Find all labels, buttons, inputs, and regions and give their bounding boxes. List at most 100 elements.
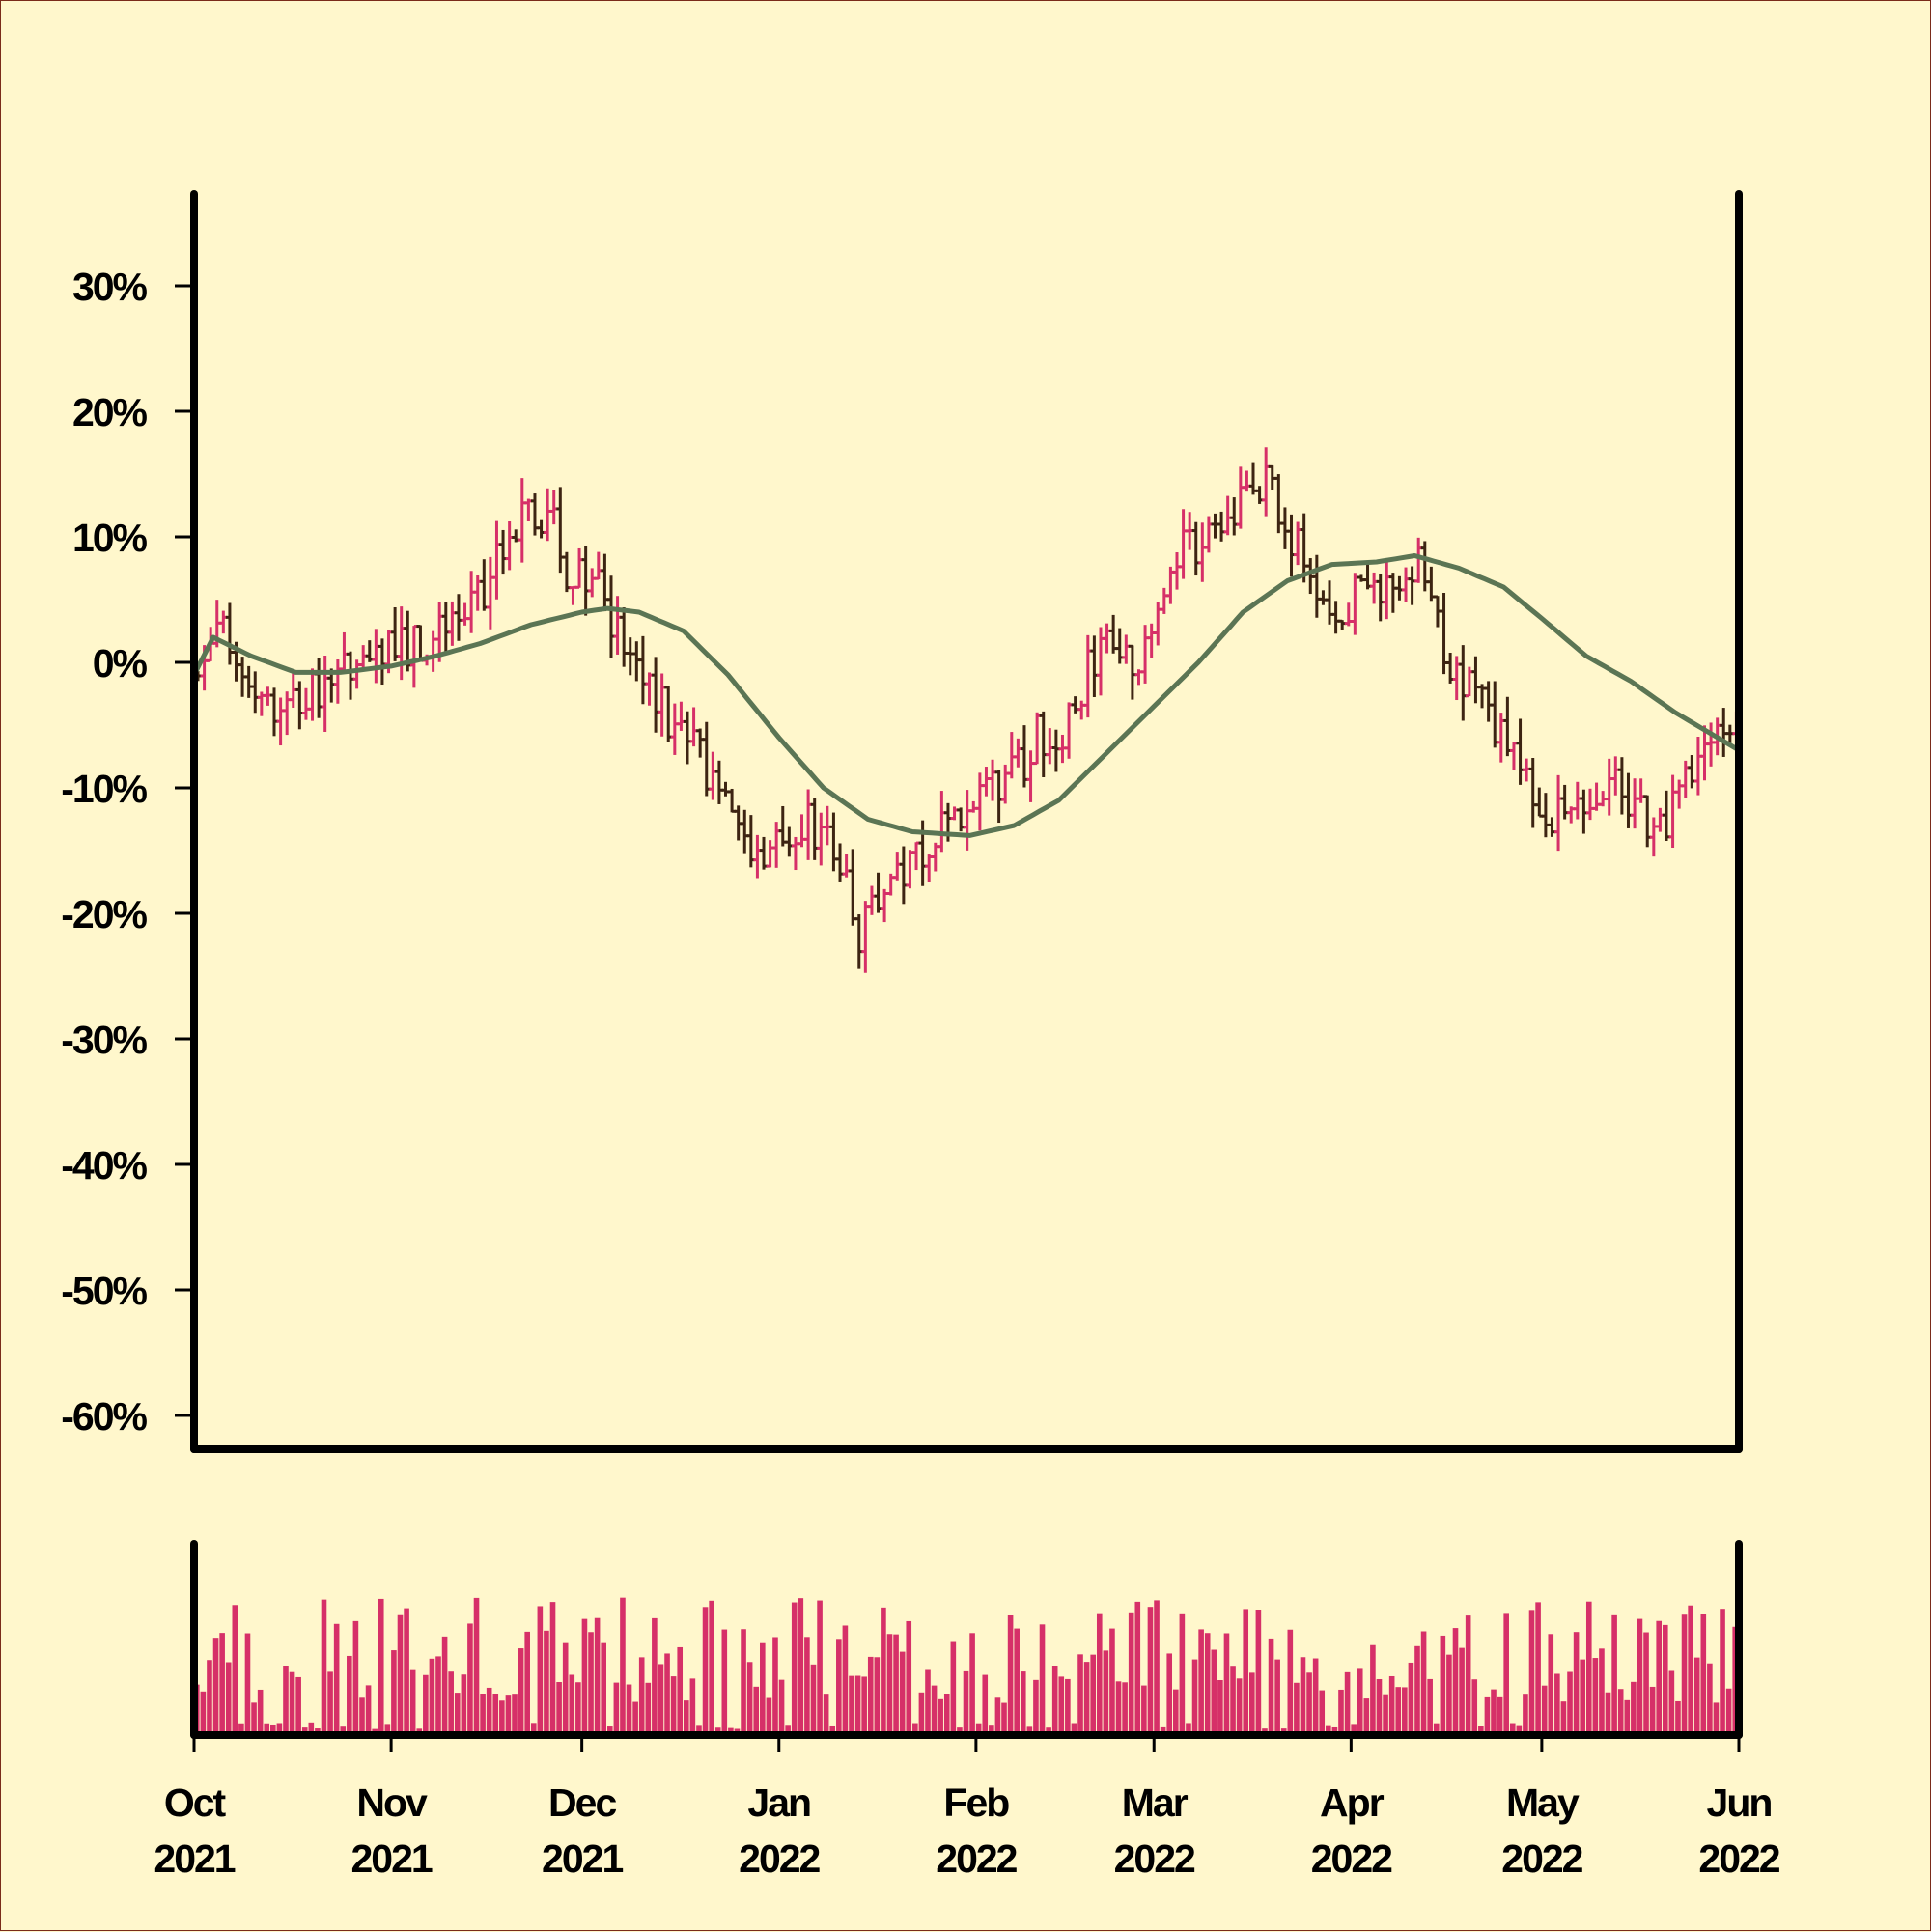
ohlc-bar xyxy=(1554,774,1563,852)
ohlc-bar xyxy=(683,711,691,765)
ohlc-bar xyxy=(1605,758,1613,816)
volume-bar xyxy=(505,1695,512,1735)
volume-bar xyxy=(1154,1600,1160,1735)
volume-bar xyxy=(1611,1614,1617,1735)
volume-bar xyxy=(569,1674,575,1735)
y-tick-label: -10% xyxy=(61,767,147,811)
ohlc-bar xyxy=(849,849,857,926)
volume-bar xyxy=(448,1671,454,1735)
volume-bar xyxy=(746,1662,753,1735)
volume-bar xyxy=(1643,1632,1649,1735)
volume-bar xyxy=(549,1602,556,1735)
x-tick-label-month: Dec xyxy=(548,1780,616,1825)
ohlc-bar xyxy=(1402,567,1411,602)
ohlc-bar xyxy=(778,805,787,847)
ohlc-bar xyxy=(702,721,711,797)
volume-bar xyxy=(1065,1678,1071,1735)
ohlc-bar xyxy=(677,701,686,731)
ohlc-bar xyxy=(225,602,234,665)
ohlc-bar xyxy=(1617,757,1626,815)
x-tick-label-month: Mar xyxy=(1122,1780,1189,1825)
x-axis-ticks: Oct 2021 Nov 2021 Dec 2021 Jan 2022 Feb 2022 Mar 20… xyxy=(154,1735,1782,1881)
moving-average-layer xyxy=(191,553,1741,838)
ohlc-bar xyxy=(1675,779,1684,809)
ohlc-bar xyxy=(1319,590,1328,605)
volume-bar xyxy=(632,1701,638,1735)
ohlc-bar xyxy=(714,760,723,804)
ohlc-bar xyxy=(1662,790,1670,842)
ohlc-bar xyxy=(340,631,349,671)
volume-bar xyxy=(1402,1687,1408,1735)
ohlc-bar xyxy=(1236,466,1245,529)
ohlc-bar xyxy=(638,635,647,705)
ohlc-bar xyxy=(409,625,418,688)
y-tick-label: -20% xyxy=(61,892,147,937)
ohlc-bar xyxy=(1688,755,1696,789)
volume-bar xyxy=(524,1631,530,1735)
volume-bar xyxy=(670,1676,677,1735)
ohlc-bar xyxy=(562,551,571,593)
ohlc-bar xyxy=(1611,756,1620,796)
ohlc-bar xyxy=(664,686,673,742)
volume-bar xyxy=(823,1694,829,1735)
ohlc-bar xyxy=(1573,781,1581,820)
volume-bar xyxy=(1649,1686,1656,1735)
volume-bar xyxy=(429,1658,435,1735)
volume-bar xyxy=(1300,1657,1306,1735)
ohlc-bar xyxy=(315,658,323,718)
volume-bar xyxy=(1707,1663,1713,1735)
axes xyxy=(190,190,1743,1739)
ohlc-bar xyxy=(301,687,310,720)
ohlc-bar xyxy=(1331,601,1340,634)
volume-bar xyxy=(702,1607,709,1735)
volume-bar xyxy=(1014,1628,1020,1735)
ohlc-bar xyxy=(1211,513,1219,539)
y-tick-label: -50% xyxy=(61,1269,147,1313)
volume-bar xyxy=(798,1598,804,1735)
ohlc-bar xyxy=(1090,635,1099,698)
ohlc-bar xyxy=(391,606,400,661)
ohlc-bar xyxy=(537,519,546,539)
ohlc-bar xyxy=(1007,732,1016,779)
volume-bar xyxy=(1141,1685,1147,1735)
ohlc-bar xyxy=(1503,696,1512,757)
ohlc-bar xyxy=(1046,728,1054,765)
volume-bar xyxy=(1420,1631,1427,1735)
volume-bar xyxy=(1465,1615,1471,1735)
ohlc-bar xyxy=(626,637,634,676)
y-tick-label: 0% xyxy=(93,641,148,686)
ohlc-bar xyxy=(1262,447,1271,517)
ohlc-bar xyxy=(518,478,526,563)
ohlc-bar xyxy=(741,809,749,854)
ohlc-bar xyxy=(1039,711,1048,778)
volume-bar xyxy=(340,1726,347,1735)
volume-bar xyxy=(861,1676,867,1735)
ohlc-bar xyxy=(1230,497,1239,536)
ohlc-bar xyxy=(810,798,819,860)
volume-bar xyxy=(683,1700,689,1735)
volume-bar xyxy=(606,1726,613,1735)
ohlc-bar xyxy=(505,521,514,571)
ohlc-bar xyxy=(1198,522,1207,582)
volume-bar xyxy=(893,1634,899,1735)
volume-bar xyxy=(1560,1701,1567,1735)
volume-bar xyxy=(352,1620,359,1735)
y-tick-label: 10% xyxy=(72,516,148,560)
volume-bar xyxy=(423,1674,429,1735)
volume-bar xyxy=(709,1600,714,1735)
volume-bar xyxy=(289,1671,295,1735)
ohlc-bar xyxy=(486,556,494,630)
volume-bar xyxy=(530,1723,537,1735)
ohlc-bar xyxy=(556,487,565,574)
ohlc-bar xyxy=(1459,645,1468,721)
volume-bar xyxy=(994,1697,1001,1735)
ohlc-bar xyxy=(1338,619,1347,630)
ohlc-bar xyxy=(1656,807,1665,832)
volume-bar xyxy=(1077,1654,1083,1735)
volume-bar xyxy=(1351,1724,1357,1735)
volume-bar xyxy=(1668,1670,1675,1735)
volume-bar xyxy=(391,1650,397,1735)
ohlc-bar xyxy=(1326,580,1334,625)
volume-bar xyxy=(359,1697,365,1735)
volume-bar xyxy=(1115,1681,1122,1735)
